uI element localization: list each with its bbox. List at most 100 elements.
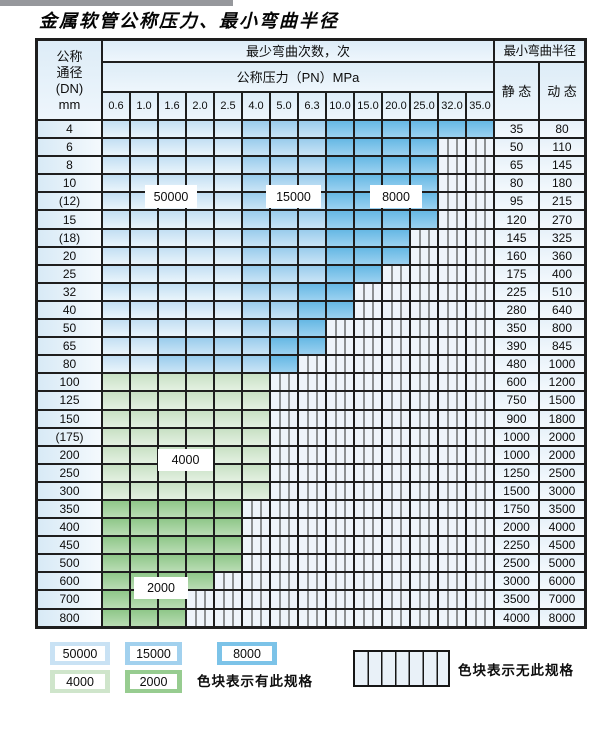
no-spec-cell	[214, 590, 242, 609]
no-spec-cell	[438, 608, 466, 627]
pressure-tick: 1.6	[158, 92, 186, 120]
spec-cell-2000	[214, 499, 242, 519]
no-spec-cell	[438, 427, 466, 446]
no-spec-cell	[354, 300, 382, 320]
page-title: 金属软管公称压力、最小弯曲半径	[39, 11, 339, 31]
dn-cell: 250	[37, 463, 102, 482]
no-spec-cell	[438, 192, 466, 211]
spec-cell-50000	[158, 300, 186, 320]
dn-header-line: 公称	[56, 48, 83, 64]
spec-cell-8000	[354, 264, 382, 283]
spec-cell-8000	[354, 138, 382, 157]
spec-cell-50000	[186, 120, 214, 139]
spec-cell-15000	[270, 246, 298, 265]
spec-cell-4000	[242, 373, 270, 392]
spec-cell-15000	[214, 337, 242, 356]
no-spec-cell	[382, 608, 410, 627]
spec-cell-50000	[214, 228, 242, 247]
spec-cell-8000	[410, 138, 438, 157]
legend-swatch-label: 8000	[222, 646, 272, 661]
spec-cell-50000	[214, 246, 242, 265]
spec-cell-8000	[326, 210, 354, 229]
dynamic-radius-cell: 400	[539, 264, 585, 283]
spec-cell-2000	[102, 499, 130, 519]
no-spec-cell	[438, 409, 466, 428]
no-spec-cell	[438, 228, 466, 247]
no-spec-cell	[354, 282, 382, 301]
static-radius-cell: 3000	[494, 572, 539, 591]
spec-cell-50000	[102, 246, 130, 265]
spec-cell-15000	[242, 264, 270, 283]
spec-cell-4000	[186, 373, 214, 392]
spec-cell-50000	[102, 120, 130, 139]
no-spec-cell	[354, 572, 382, 591]
legend-swatch-2000: 2000	[125, 670, 182, 693]
dynamic-radius-cell: 4000	[539, 518, 585, 537]
legend-swatch-4000: 4000	[50, 670, 110, 693]
dynamic-radius-cell: 845	[539, 337, 585, 356]
no-spec-cell	[466, 264, 494, 283]
static-radius-cell: 4000	[494, 608, 539, 627]
dynamic-radius-cell: 145	[539, 156, 585, 175]
spec-cell-15000	[270, 319, 298, 338]
pressure-tick: 10.0	[326, 92, 354, 120]
no-spec-cell	[466, 445, 494, 464]
spec-cell-15000	[242, 228, 270, 247]
no-spec-cell	[354, 554, 382, 573]
no-spec-cell	[466, 554, 494, 573]
spec-cell-50000	[186, 138, 214, 157]
spec-cell-15000	[270, 210, 298, 229]
spec-cell-50000	[102, 210, 130, 229]
no-spec-cell	[354, 608, 382, 627]
spec-cell-50000	[186, 282, 214, 301]
spec-cell-2000	[158, 608, 186, 627]
no-spec-cell	[438, 499, 466, 519]
no-spec-cell	[466, 463, 494, 482]
spec-table: 公称 通径 (DN) mm 最少弯曲次数，次 最小弯曲半径 公称压力（PN）MP…	[35, 38, 587, 629]
spec-cell-4000	[158, 373, 186, 392]
dn-cell: 20	[37, 246, 102, 265]
legend-swatch-50000: 50000	[50, 642, 110, 665]
spec-cell-15000	[186, 355, 214, 374]
no-spec-cell	[326, 427, 354, 446]
no-spec-cell	[466, 536, 494, 555]
dynamic-radius-cell: 510	[539, 282, 585, 301]
spec-cell-50000	[214, 264, 242, 283]
spec-cell-50000	[102, 282, 130, 301]
no-spec-cell	[466, 192, 494, 211]
spec-cell-50000	[102, 192, 130, 211]
no-spec-cell	[410, 282, 438, 301]
spec-cell-8000	[410, 156, 438, 175]
dn-cell: 800	[37, 608, 102, 627]
no-spec-cell	[354, 590, 382, 609]
no-spec-cell	[410, 518, 438, 537]
spec-cell-50000	[214, 300, 242, 320]
spec-cell-50000	[214, 210, 242, 229]
spec-cell-2000	[102, 572, 130, 591]
spec-cell-50000	[186, 264, 214, 283]
spec-cell-15000	[158, 337, 186, 356]
no-spec-cell	[298, 391, 326, 410]
pressure-tick: 0.6	[102, 92, 130, 120]
spec-cell-2000	[102, 518, 130, 537]
no-spec-cell	[354, 518, 382, 537]
no-spec-cell	[354, 319, 382, 338]
no-spec-cell	[326, 536, 354, 555]
dynamic-radius-cell: 1000	[539, 355, 585, 374]
dynamic-radius-cell: 6000	[539, 572, 585, 591]
dn-cell: 400	[37, 518, 102, 537]
no-spec-cell	[466, 481, 494, 500]
nominal-pressure-header: 公称压力（PN）MPa	[102, 62, 494, 92]
no-spec-cell	[438, 536, 466, 555]
spec-cell-15000	[242, 355, 270, 374]
spec-cell-50000	[130, 355, 158, 374]
dn-cell: 8	[37, 156, 102, 175]
pressure-tick: 6.3	[298, 92, 326, 120]
spec-cell-15000	[298, 210, 326, 229]
spec-cell-8000	[326, 174, 354, 193]
no-spec-cell	[466, 138, 494, 157]
dynamic-radius-cell: 270	[539, 210, 585, 229]
static-radius-cell: 2500	[494, 554, 539, 573]
spec-cell-15000	[186, 337, 214, 356]
no-spec-cell	[438, 138, 466, 157]
